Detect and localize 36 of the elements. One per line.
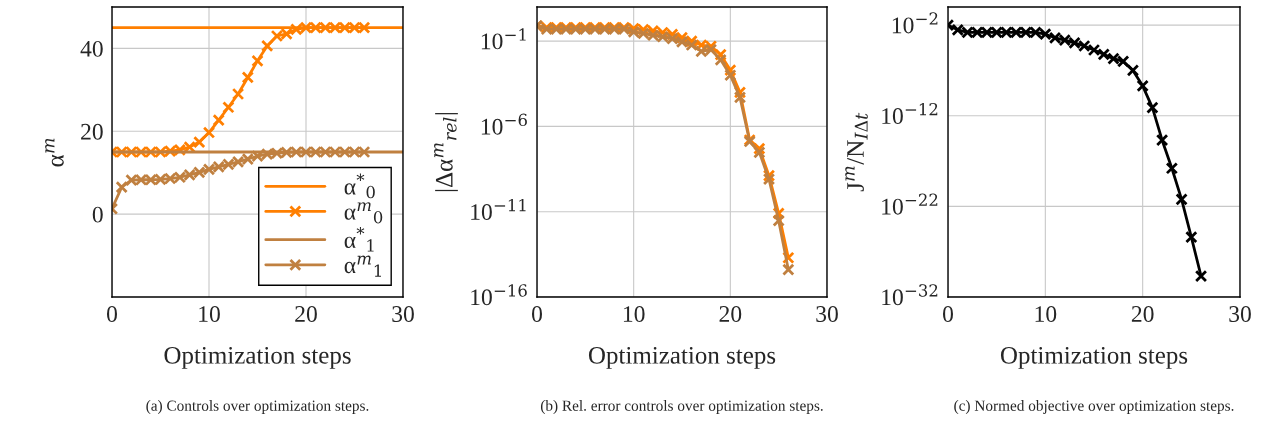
- x-tick-label: 0: [107, 306, 117, 322]
- y-tick-label: 10$^{−32}$: [882, 284, 938, 306]
- x-axis-title: Optimization steps: [164, 346, 351, 369]
- y-tick-label: 40: [80, 40, 103, 57]
- y-axis-title: α$^{m}$: [45, 138, 64, 167]
- x-tick-label: 30: [816, 306, 838, 322]
- y-tick-label: 0: [92, 206, 103, 223]
- y-axis-title: |Δα$^{m}$$_{rel}$|: [434, 113, 458, 192]
- y-tick-label: 20: [81, 123, 103, 140]
- text: (c) Normed objective over optimization steps.: [954, 400, 1234, 414]
- x-axis-title: Optimization steps: [588, 346, 776, 369]
- text: (a) Controls over optimization steps.: [146, 400, 369, 414]
- legend-label: α$^{m}$$_{0}$: [344, 202, 383, 224]
- x-axis-title: Optimization steps: [1000, 346, 1188, 369]
- x-tick-label: 20: [719, 306, 742, 322]
- x-tick-label: 20: [295, 306, 317, 322]
- x-tick-label: 30: [1229, 306, 1251, 322]
- y-tick-label: 10$^{−6}$: [481, 113, 527, 135]
- x-tick-label: 10: [623, 306, 645, 322]
- x-tick-label: 0: [532, 306, 542, 322]
- legend-label: α$^{m}$$_{1}$: [344, 255, 381, 277]
- text: (b) Rel. error controls over optimization steps.: [540, 400, 823, 414]
- x-tick-label: 10: [199, 306, 220, 322]
- y-tick-label: 10$^{−12}$: [882, 102, 938, 125]
- legend-label: α$^{*}$$_{1}$: [344, 226, 374, 252]
- x-tick-label: 0: [943, 306, 953, 322]
- x-tick-label: 30: [392, 306, 414, 322]
- x-tick-label: 20: [1131, 306, 1154, 322]
- y-tick-label: 10$^{−11}$: [471, 198, 526, 220]
- y-axis-title: J$^{m}$/N$_{IΔt}$: [845, 112, 868, 192]
- y-tick-label: 10$^{−22}$: [882, 193, 938, 215]
- y-tick-label: 10$^{−16}$: [471, 284, 527, 306]
- y-tick-label: 10$^{−1}$: [481, 28, 526, 50]
- x-tick-label: 10: [1035, 306, 1057, 322]
- y-tick-label: 10$^{−2}$: [892, 12, 938, 34]
- legend-label: α$^{*}$$_{0}$: [344, 173, 375, 199]
